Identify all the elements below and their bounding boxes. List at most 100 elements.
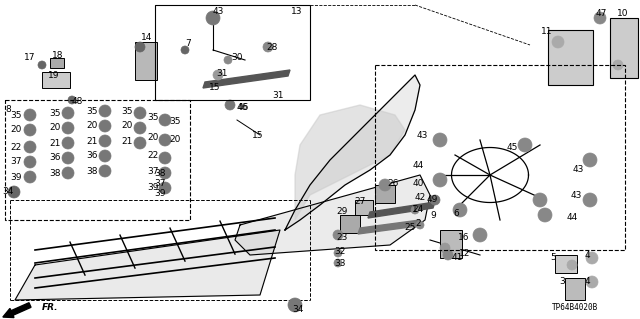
Text: 17: 17 (24, 54, 36, 63)
Bar (610, 18, 638, 78)
Polygon shape (203, 70, 290, 88)
Text: 35: 35 (169, 117, 180, 127)
Bar (50, 58, 64, 68)
Text: 19: 19 (48, 71, 60, 80)
Text: 39: 39 (147, 183, 159, 192)
Text: 9: 9 (430, 211, 436, 219)
FancyArrow shape (3, 303, 31, 318)
Circle shape (99, 165, 111, 177)
Circle shape (62, 137, 74, 149)
Circle shape (288, 298, 302, 312)
Text: 4: 4 (584, 251, 590, 261)
Text: 31: 31 (216, 69, 228, 78)
Text: 35: 35 (49, 108, 61, 117)
Circle shape (433, 173, 447, 187)
Text: 8: 8 (5, 106, 11, 115)
Text: 22: 22 (147, 152, 159, 160)
Text: 25: 25 (404, 224, 416, 233)
Circle shape (567, 260, 577, 270)
Text: 23: 23 (336, 233, 348, 241)
Text: 27: 27 (355, 197, 365, 206)
Circle shape (453, 203, 467, 217)
Circle shape (159, 134, 171, 146)
Circle shape (99, 150, 111, 162)
Bar (548, 30, 593, 85)
Polygon shape (285, 75, 420, 230)
Circle shape (24, 141, 36, 153)
Circle shape (24, 171, 36, 183)
Text: 18: 18 (52, 50, 64, 60)
Bar (155, 5, 310, 100)
Circle shape (159, 167, 171, 179)
Circle shape (334, 259, 342, 267)
Text: 35: 35 (147, 114, 159, 122)
Circle shape (62, 152, 74, 164)
Circle shape (62, 122, 74, 134)
Text: 5: 5 (550, 253, 556, 262)
Text: 20: 20 (10, 125, 22, 135)
Circle shape (583, 193, 597, 207)
Circle shape (213, 70, 223, 80)
Circle shape (99, 135, 111, 147)
Polygon shape (15, 230, 280, 300)
Circle shape (224, 56, 232, 64)
Circle shape (583, 153, 597, 167)
Circle shape (62, 167, 74, 179)
Text: 44: 44 (566, 213, 578, 222)
Text: 37: 37 (147, 167, 159, 176)
Circle shape (586, 276, 598, 288)
FancyBboxPatch shape (135, 42, 157, 80)
Bar (375, 185, 395, 203)
Text: 37: 37 (10, 158, 22, 167)
Text: 26: 26 (387, 179, 399, 188)
Text: 32: 32 (334, 248, 346, 256)
Circle shape (440, 243, 450, 253)
Text: 15: 15 (209, 84, 221, 93)
Circle shape (62, 107, 74, 119)
Circle shape (181, 46, 189, 54)
Text: 28: 28 (266, 42, 278, 51)
Circle shape (333, 230, 343, 240)
Circle shape (263, 42, 273, 52)
Text: 3: 3 (559, 277, 565, 286)
Text: 38: 38 (154, 168, 166, 177)
Circle shape (159, 182, 171, 194)
Text: 39: 39 (154, 189, 166, 197)
Text: 46: 46 (237, 103, 249, 113)
Text: 41: 41 (451, 253, 463, 262)
Text: 36: 36 (86, 152, 98, 160)
Polygon shape (295, 105, 405, 220)
Text: 43: 43 (212, 8, 224, 17)
Circle shape (416, 221, 424, 229)
Text: 46: 46 (236, 103, 248, 113)
Bar (42, 72, 70, 88)
Circle shape (538, 208, 552, 222)
Text: 21: 21 (49, 138, 61, 147)
Circle shape (99, 120, 111, 132)
Text: 2: 2 (415, 219, 421, 228)
Text: 35: 35 (10, 110, 22, 120)
Circle shape (379, 179, 391, 191)
Polygon shape (358, 220, 420, 234)
Text: 14: 14 (141, 33, 153, 42)
Text: 36: 36 (49, 153, 61, 162)
Circle shape (134, 122, 146, 134)
Text: 35: 35 (121, 107, 132, 115)
Bar (565, 278, 585, 300)
Circle shape (24, 124, 36, 136)
Text: 42: 42 (414, 194, 426, 203)
Text: 34: 34 (3, 188, 13, 197)
Circle shape (8, 186, 20, 198)
Text: 12: 12 (460, 249, 470, 258)
Text: 22: 22 (10, 143, 22, 152)
Text: 47: 47 (595, 10, 607, 19)
Text: 43: 43 (416, 130, 428, 139)
Circle shape (134, 107, 146, 119)
Circle shape (225, 100, 235, 110)
Circle shape (594, 12, 606, 24)
Text: 21: 21 (122, 137, 132, 145)
Text: 45: 45 (506, 144, 518, 152)
Circle shape (473, 228, 487, 242)
Circle shape (334, 249, 342, 257)
Circle shape (552, 36, 564, 48)
